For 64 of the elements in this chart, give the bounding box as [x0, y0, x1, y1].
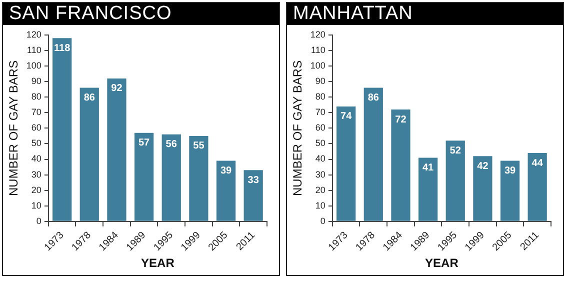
bar — [391, 110, 410, 221]
data-label: 33 — [248, 174, 260, 186]
bar — [528, 153, 547, 221]
y-tick-label: 40 — [31, 154, 42, 164]
y-tick-label: 120 — [26, 29, 42, 40]
data-label: 86 — [84, 92, 96, 104]
x-axis-title: YEAR — [141, 256, 175, 270]
bar — [244, 170, 263, 221]
y-tick-label: 60 — [315, 122, 326, 133]
bar — [134, 132, 154, 221]
data-label: 72 — [395, 114, 407, 126]
bar — [162, 134, 181, 221]
y-tick-label: 120 — [310, 29, 326, 40]
bar — [446, 140, 465, 221]
y-tick-label: 60 — [31, 122, 42, 133]
x-axis-title: YEAR — [425, 256, 459, 270]
chart-title: MANHATTAN — [287, 3, 563, 25]
y-tick-label: 30 — [31, 169, 42, 180]
bar — [500, 160, 520, 221]
y-tick-label: 40 — [315, 154, 326, 164]
y-tick-label: 80 — [315, 92, 326, 102]
y-axis-title: NUMBER OF GAY BARS — [6, 60, 21, 196]
bar — [80, 88, 99, 221]
y-tick-label: 90 — [315, 76, 326, 86]
y-tick-label: 110 — [27, 45, 42, 56]
data-label: 56 — [166, 139, 178, 150]
y-tick-label: 80 — [31, 92, 42, 102]
y-tick-label: 100 — [26, 60, 42, 71]
y-tick-label: 0 — [320, 216, 326, 226]
y-tick-label: 0 — [36, 216, 42, 226]
y-tick-label: 50 — [315, 138, 326, 148]
y-tick-label: 50 — [31, 138, 42, 148]
y-tick-label: 10 — [31, 200, 42, 210]
y-tick-label: 110 — [311, 45, 326, 56]
bar — [52, 38, 72, 221]
y-tick-label: 100 — [310, 60, 326, 71]
y-tick-label: 70 — [315, 107, 326, 118]
data-label: 55 — [193, 140, 205, 152]
data-label: 52 — [450, 145, 462, 156]
y-tick-label: 90 — [31, 76, 42, 86]
y-tick-label: 10 — [315, 200, 326, 210]
y-tick-label: 20 — [31, 184, 42, 195]
bar — [364, 88, 383, 221]
data-label: 44 — [532, 158, 544, 169]
y-tick-label: 70 — [31, 107, 42, 118]
bar — [216, 160, 236, 221]
data-label: 74 — [340, 111, 352, 122]
data-label: 41 — [422, 162, 434, 174]
data-label: 57 — [138, 138, 150, 149]
bar — [473, 156, 492, 221]
data-label: 118 — [54, 42, 71, 54]
data-label: 92 — [111, 83, 123, 94]
bar — [107, 78, 126, 221]
data-label: 86 — [368, 92, 380, 104]
data-label: 42 — [477, 160, 489, 172]
bar — [418, 158, 438, 221]
bar — [189, 136, 208, 221]
y-tick-label: 20 — [315, 184, 326, 195]
data-label: 39 — [504, 166, 516, 177]
data-label: 39 — [220, 166, 232, 177]
y-axis-title: NUMBER OF GAY BARS — [290, 60, 305, 196]
bar — [336, 106, 356, 221]
y-tick-label: 30 — [315, 169, 326, 180]
chart-title: SAN FRANCISCO — [3, 3, 279, 25]
